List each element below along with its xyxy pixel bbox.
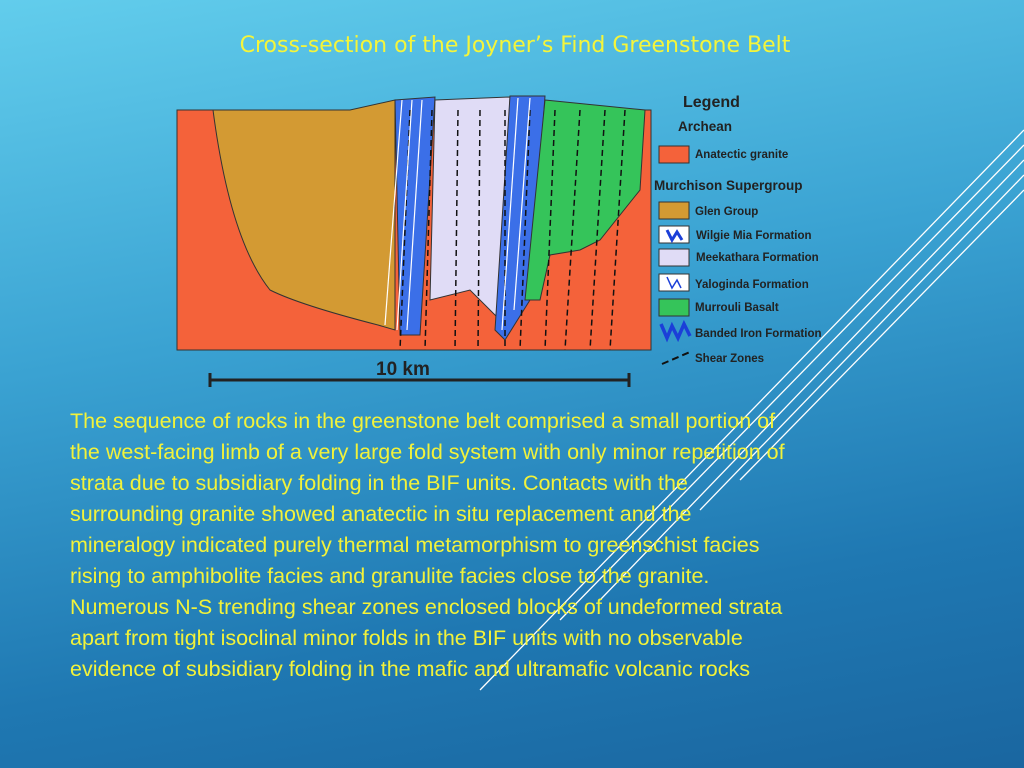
text-line: evidence of subsidiary folding in the ma… [70, 657, 750, 681]
text-line: the west-facing limb of a very large fol… [70, 440, 785, 464]
legend-group: Murchison Supergroup [654, 178, 803, 193]
swatch-icon [666, 276, 682, 290]
decor-lines [479, 129, 1024, 691]
text-line: The sequence of rocks in the greenstone … [70, 409, 776, 433]
swatch-icon [665, 229, 684, 244]
swatch [658, 298, 690, 317]
swatch-icon [661, 351, 691, 365]
text-line: Numerous N-S trending shear zones enclos… [70, 595, 783, 619]
body-text: The sequence of rocks in the greenstone … [70, 406, 970, 685]
swatch [658, 145, 690, 164]
legend-item: Wilgie Mia Formation [696, 230, 812, 242]
scale-label: 10 km [376, 359, 430, 380]
text-line: strata due to subsidiary folding in the … [70, 471, 688, 495]
legend-item: Banded Iron Formation [695, 328, 822, 340]
legend-item: Shear Zones [695, 353, 764, 365]
legend-item: Murrouli Basalt [695, 302, 779, 314]
text-line: mineralogy indicated purely thermal meta… [70, 533, 760, 557]
scale-bar [208, 373, 631, 387]
legend-item: Anatectic granite [695, 149, 788, 161]
text-line: rising to amphibolite facies and granuli… [70, 564, 710, 588]
cross-section [176, 95, 652, 351]
legend-item: Meekathara Formation [696, 252, 819, 264]
text-line: surrounding granite showed anatectic in … [70, 502, 692, 526]
legend: Legend Archean Anatectic granite Murchis… [654, 94, 822, 365]
legend-item: Glen Group [695, 206, 758, 218]
legend-heading: Legend [683, 94, 740, 111]
swatch-icon [659, 319, 692, 343]
swatch [658, 201, 690, 220]
text-line: apart from tight isoclinal minor folds i… [70, 626, 743, 650]
legend-group: Archean [678, 119, 732, 134]
swatch [658, 248, 690, 267]
slide-title: Cross-section of the Joyner’s Find Green… [239, 33, 791, 58]
legend-item: Yaloginda Formation [695, 279, 809, 291]
swatch [658, 273, 690, 292]
